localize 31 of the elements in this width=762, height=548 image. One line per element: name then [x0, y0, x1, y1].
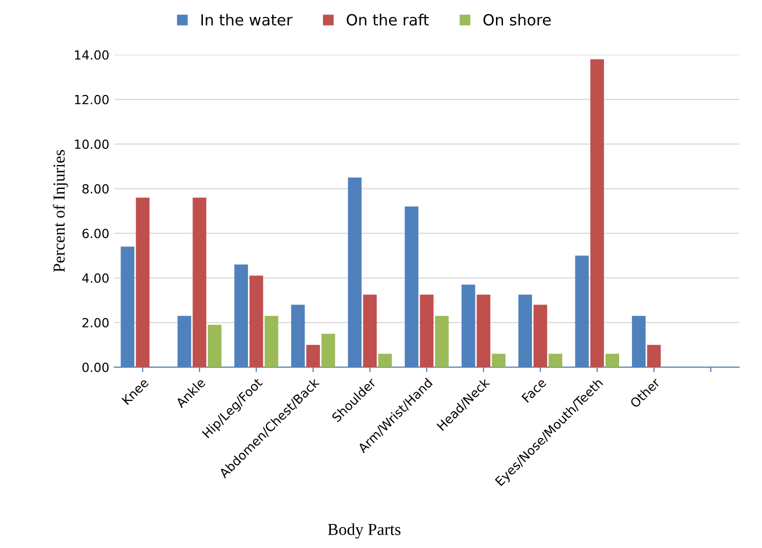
- legend-label: On the raft: [346, 14, 429, 26]
- bar: [435, 316, 449, 368]
- y-tick-label: 2.00: [82, 318, 109, 328]
- bar: [590, 59, 604, 368]
- bar: [492, 354, 506, 368]
- legend-label: On shore: [483, 14, 551, 26]
- legend-label: In the water: [201, 14, 292, 26]
- bar: [192, 198, 206, 368]
- bar: [378, 354, 392, 368]
- bar: [363, 294, 377, 368]
- bar: [249, 276, 264, 368]
- x-axis-title: Body Parts: [328, 523, 400, 538]
- bar: [136, 198, 150, 368]
- bar: [264, 316, 278, 368]
- y-tick-label: 8.00: [82, 184, 109, 194]
- bar: [548, 354, 562, 368]
- bar: [420, 294, 434, 368]
- y-tick-label: 4.00: [82, 273, 109, 283]
- bar: [476, 294, 490, 368]
- bar: [321, 334, 336, 368]
- y-tick-label: 6.00: [82, 228, 109, 238]
- bar: [534, 304, 548, 368]
- y-tick-label: 10.00: [75, 140, 109, 149]
- y-tick-label: 0.00: [82, 362, 109, 372]
- bar: [306, 344, 320, 368]
- y-axis-title: Percent of Injuries: [52, 150, 68, 272]
- bar: [647, 344, 661, 368]
- y-tick-label: 12.00: [75, 94, 109, 104]
- bar: [208, 324, 222, 368]
- y-tick-label: 14.00: [75, 50, 109, 60]
- bar: [605, 354, 620, 368]
